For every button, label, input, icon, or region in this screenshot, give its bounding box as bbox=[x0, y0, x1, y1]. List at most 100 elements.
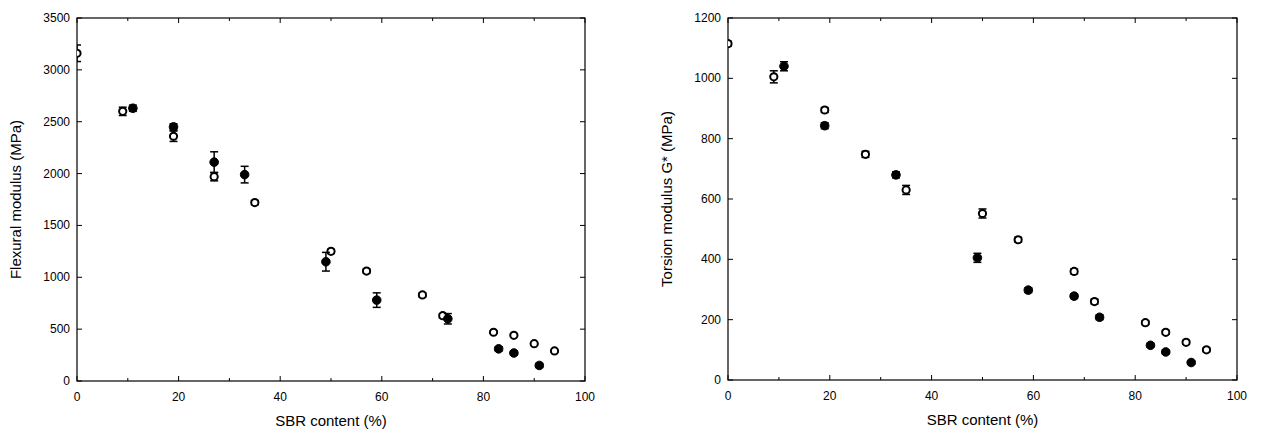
error-bar bbox=[170, 131, 178, 141]
y-tick bbox=[77, 329, 82, 330]
point bbox=[240, 170, 249, 179]
x-tick bbox=[1237, 18, 1238, 23]
point bbox=[1161, 348, 1170, 357]
point bbox=[903, 186, 910, 193]
x-tick bbox=[1033, 18, 1034, 23]
point bbox=[327, 248, 334, 255]
point bbox=[419, 291, 426, 298]
error-cap bbox=[770, 70, 778, 72]
point bbox=[119, 108, 126, 115]
error-bar bbox=[241, 166, 249, 183]
point bbox=[820, 121, 829, 130]
y-tick bbox=[1232, 319, 1237, 320]
error-cap bbox=[210, 172, 218, 174]
x-minor-tick bbox=[1186, 18, 1187, 21]
point bbox=[77, 50, 81, 57]
x-minor-tick bbox=[331, 378, 332, 381]
error-cap bbox=[210, 151, 218, 153]
point bbox=[551, 347, 558, 354]
x-tick bbox=[728, 375, 729, 380]
point bbox=[535, 361, 544, 370]
x-axis-label: SBR content (%) bbox=[275, 412, 387, 429]
y-tick bbox=[77, 277, 82, 278]
x-tick bbox=[1135, 375, 1136, 380]
y-tick-label: 1500 bbox=[43, 218, 70, 232]
y-tick bbox=[580, 69, 585, 70]
point bbox=[1015, 236, 1022, 243]
y-tick bbox=[580, 225, 585, 226]
point bbox=[728, 40, 732, 47]
x-minor-tick bbox=[331, 18, 332, 21]
y-tick-label: 1000 bbox=[43, 270, 70, 284]
error-cap bbox=[241, 166, 249, 168]
error-cap bbox=[170, 141, 178, 143]
x-tick bbox=[1135, 18, 1136, 23]
x-tick-label: 20 bbox=[823, 389, 837, 403]
error-bar bbox=[373, 293, 381, 308]
error-bar bbox=[77, 45, 81, 62]
x-minor-tick bbox=[880, 18, 881, 21]
figure: 0204060801000500100015002000250030003500… bbox=[0, 0, 1270, 440]
x-minor-tick bbox=[982, 377, 983, 380]
x-tick-label: 60 bbox=[1027, 389, 1041, 403]
y-tick bbox=[77, 381, 82, 382]
x-tick bbox=[585, 376, 586, 381]
x-minor-tick bbox=[1084, 377, 1085, 380]
x-tick bbox=[77, 18, 78, 23]
x-tick-label: 0 bbox=[725, 389, 732, 403]
x-tick-label: 80 bbox=[1129, 389, 1143, 403]
x-axis-label: SBR content (%) bbox=[927, 411, 1039, 428]
error-bar bbox=[780, 62, 788, 71]
data-layer bbox=[728, 40, 1210, 367]
y-tick-label: 2500 bbox=[43, 115, 70, 129]
x-minor-tick bbox=[778, 377, 779, 380]
y-tick bbox=[580, 329, 585, 330]
x-minor-tick bbox=[1084, 18, 1085, 21]
error-bar bbox=[979, 209, 987, 218]
error-cap bbox=[322, 252, 330, 254]
point bbox=[1070, 292, 1079, 301]
y-tick bbox=[77, 121, 82, 122]
y-tick bbox=[728, 199, 733, 200]
point bbox=[979, 210, 986, 217]
error-bar bbox=[902, 185, 910, 194]
point bbox=[1187, 358, 1196, 367]
error-cap bbox=[770, 82, 778, 84]
y-tick-label: 200 bbox=[701, 313, 721, 327]
data-layer bbox=[77, 45, 559, 370]
error-bar bbox=[973, 253, 981, 262]
y-tick bbox=[728, 18, 733, 19]
point bbox=[510, 332, 517, 339]
x-tick bbox=[1033, 375, 1034, 380]
x-tick bbox=[178, 18, 179, 23]
error-cap bbox=[373, 292, 381, 294]
y-tick bbox=[1232, 199, 1237, 200]
x-tick bbox=[931, 18, 932, 23]
chart: 0204060801000500100015002000250030003500… bbox=[7, 11, 595, 429]
error-bar bbox=[210, 152, 218, 173]
point bbox=[1183, 339, 1190, 346]
y-tick bbox=[580, 121, 585, 122]
point bbox=[510, 349, 519, 358]
point bbox=[1071, 268, 1078, 275]
x-minor-tick bbox=[127, 378, 128, 381]
error-bar bbox=[210, 173, 218, 181]
error-cap bbox=[77, 61, 81, 63]
x-minor-tick bbox=[1186, 377, 1187, 380]
plot-frame bbox=[728, 18, 1237, 380]
y-tick-label: 2000 bbox=[43, 167, 70, 181]
y-tick bbox=[77, 225, 82, 226]
point bbox=[1095, 313, 1104, 322]
y-tick-label: 400 bbox=[701, 252, 721, 266]
point bbox=[210, 158, 219, 167]
point bbox=[862, 151, 869, 158]
error-bar bbox=[444, 314, 452, 324]
y-tick bbox=[1232, 138, 1237, 139]
y-tick-label: 3500 bbox=[43, 11, 70, 25]
x-tick bbox=[381, 18, 382, 23]
x-tick bbox=[178, 376, 179, 381]
point bbox=[1142, 319, 1149, 326]
error-cap bbox=[241, 182, 249, 184]
y-tick bbox=[1232, 380, 1237, 381]
y-tick-label: 600 bbox=[701, 192, 721, 206]
